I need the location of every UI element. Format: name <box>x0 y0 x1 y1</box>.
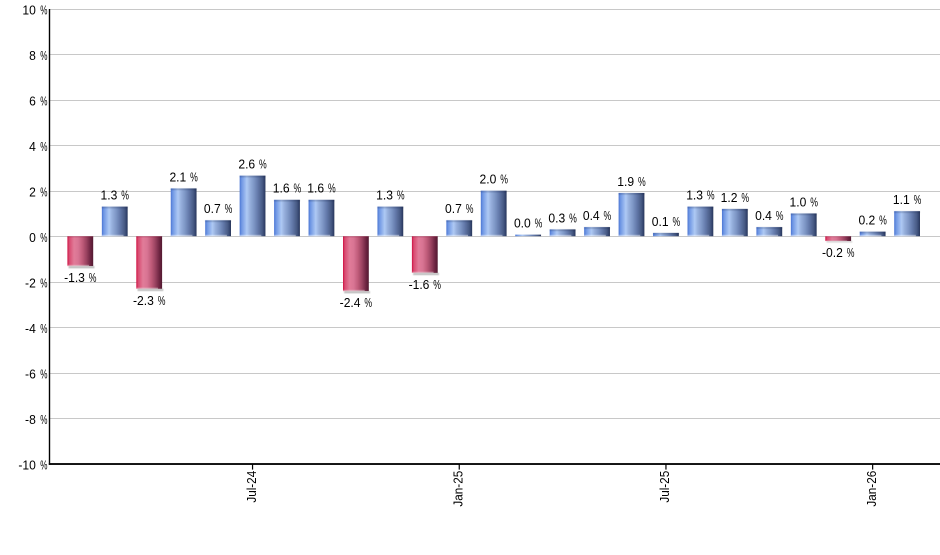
svg-text:2.1%: 2.1% <box>169 169 198 184</box>
svg-text:0.7%: 0.7% <box>445 201 474 216</box>
svg-text:Jan-26: Jan-26 <box>864 471 879 507</box>
svg-text:0.4%: 0.4% <box>755 208 784 223</box>
svg-text:-10%: -10% <box>18 458 47 473</box>
svg-text:2.6%: 2.6% <box>238 157 267 172</box>
svg-text:1.6%: 1.6% <box>307 181 336 196</box>
svg-text:1.1%: 1.1% <box>893 192 922 207</box>
svg-text:Jan-25: Jan-25 <box>450 471 465 507</box>
svg-text:-2.4%: -2.4% <box>340 295 373 310</box>
svg-text:-0.2%: -0.2% <box>822 245 855 260</box>
svg-text:1.3%: 1.3% <box>376 188 405 203</box>
svg-text:0.1%: 0.1% <box>652 214 681 229</box>
svg-text:-2.3%: -2.3% <box>133 293 166 308</box>
svg-text:0.7%: 0.7% <box>204 201 233 216</box>
svg-text:1.0%: 1.0% <box>790 194 819 209</box>
svg-text:1.3%: 1.3% <box>101 188 130 203</box>
svg-text:0.4%: 0.4% <box>583 208 612 223</box>
svg-text:10%: 10% <box>22 3 47 18</box>
svg-text:1.3%: 1.3% <box>686 188 715 203</box>
svg-text:0.2%: 0.2% <box>858 213 887 228</box>
svg-text:1.6%: 1.6% <box>273 181 302 196</box>
svg-text:0.3%: 0.3% <box>548 210 577 225</box>
svg-text:-1.3%: -1.3% <box>64 270 97 285</box>
svg-text:-1.6%: -1.6% <box>409 277 442 292</box>
svg-text:1.2%: 1.2% <box>721 190 750 205</box>
svg-text:Jul-25: Jul-25 <box>657 471 672 503</box>
svg-text:1.9%: 1.9% <box>617 174 646 189</box>
svg-text:0.0%: 0.0% <box>514 216 543 231</box>
svg-text:2.0%: 2.0% <box>480 172 509 187</box>
svg-text:Jul-24: Jul-24 <box>244 471 259 503</box>
